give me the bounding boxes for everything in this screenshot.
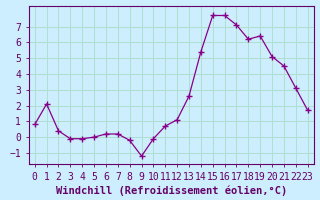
X-axis label: Windchill (Refroidissement éolien,°C): Windchill (Refroidissement éolien,°C) bbox=[56, 186, 287, 196]
